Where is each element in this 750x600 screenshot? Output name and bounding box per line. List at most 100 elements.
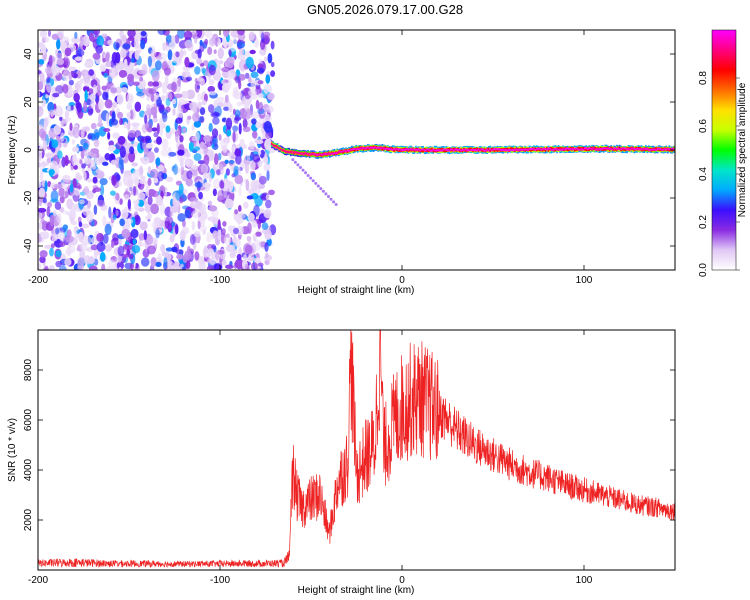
noise-cell [248, 257, 257, 262]
noise-cell [256, 120, 260, 130]
noise-cell [221, 259, 227, 266]
noise-cell [199, 107, 206, 115]
noise-cell [296, 163, 300, 167]
signal-cell [471, 148, 474, 151]
noise-cell [189, 197, 199, 203]
noise-cell [155, 55, 163, 61]
noise-cell [83, 79, 91, 88]
noise-cell [213, 99, 218, 108]
noise-cell [206, 232, 212, 243]
noise-cell [74, 31, 78, 39]
noise-cell [120, 87, 128, 93]
noise-cell [38, 207, 47, 213]
noise-cell [236, 41, 246, 49]
noise-cell [147, 188, 157, 197]
noise-cell [109, 190, 116, 196]
signal-cell [381, 147, 384, 151]
signal-cell [302, 153, 305, 156]
signal-cell [447, 149, 449, 152]
noise-cell [56, 30, 65, 39]
y-tick-label: -40 [23, 238, 34, 253]
noise-cell [270, 61, 275, 68]
noise-cell [173, 93, 183, 99]
noise-cell [81, 223, 90, 229]
noise-cell [52, 92, 60, 98]
signal-cell [618, 148, 621, 151]
noise-cell [38, 187, 46, 199]
signal-cell [620, 147, 622, 150]
noise-cell [46, 157, 52, 164]
signal-cell [324, 152, 327, 155]
signal-cell [439, 149, 442, 152]
noise-cell [189, 101, 198, 111]
noise-cell [153, 177, 159, 184]
signal-cell [492, 148, 494, 151]
noise-cell [45, 152, 55, 159]
x-tick-label: 0 [399, 275, 405, 286]
noise-cell [199, 141, 205, 149]
noise-cell [151, 222, 156, 228]
noise-cell [108, 206, 112, 219]
noise-cell [215, 169, 221, 176]
noise-cell [198, 203, 207, 214]
signal-cell [572, 148, 574, 151]
signal-cell [444, 148, 446, 153]
noise-cell [184, 157, 190, 166]
noise-cell [197, 160, 206, 165]
noise-cell [258, 101, 264, 112]
noise-cell [197, 77, 204, 82]
colorbar-tick-label: 0.4 [698, 167, 709, 181]
noise-cell [123, 194, 130, 201]
noise-cell [188, 141, 194, 152]
noise-cell [250, 71, 259, 79]
noise-cell [227, 39, 234, 48]
signal-cell [278, 147, 280, 150]
noise-cell [293, 160, 297, 164]
signal-cell [669, 148, 672, 151]
noise-cell [39, 250, 48, 258]
noise-cell [243, 254, 248, 263]
noise-cell [266, 105, 274, 114]
signal-cell [327, 152, 330, 155]
signal-cell [406, 148, 408, 151]
signal-cell [367, 146, 369, 149]
noise-cell [83, 101, 88, 113]
signal-cell [320, 153, 323, 156]
signal-cell [578, 148, 580, 151]
noise-cell [103, 233, 109, 244]
heatmap-x-axis-label: Height of straight line (km) [298, 285, 415, 296]
signal-cell [602, 147, 605, 150]
signal-cell [549, 147, 551, 150]
y-tick-label: 2000 [23, 508, 34, 531]
noise-cell [123, 58, 128, 70]
signal-cell [525, 148, 528, 151]
noise-cell [70, 210, 77, 218]
signal-cell [335, 152, 337, 155]
signal-cell [372, 146, 375, 149]
noise-cell [248, 141, 255, 150]
noise-cell [59, 116, 63, 121]
noise-cell [72, 178, 77, 188]
signal-cell [477, 148, 480, 151]
noise-cell [257, 183, 265, 190]
noise-cell [75, 99, 81, 110]
signal-cell [390, 148, 392, 151]
noise-cell [50, 243, 55, 249]
noise-cell [146, 107, 152, 115]
noise-cell [203, 93, 208, 103]
signal-cell [629, 148, 631, 151]
noise-cell [168, 151, 177, 157]
noise-cell [207, 248, 214, 254]
noise-cell [179, 157, 184, 168]
signal-cell [566, 147, 569, 150]
noise-cell [134, 202, 140, 211]
noise-cell [140, 156, 150, 165]
noise-cell [169, 234, 175, 243]
noise-cell [257, 80, 264, 85]
signal-cell [489, 148, 491, 151]
signal-cell [362, 147, 365, 150]
noise-cell [100, 65, 107, 72]
noise-cell [185, 177, 193, 187]
noise-cell [165, 176, 174, 183]
